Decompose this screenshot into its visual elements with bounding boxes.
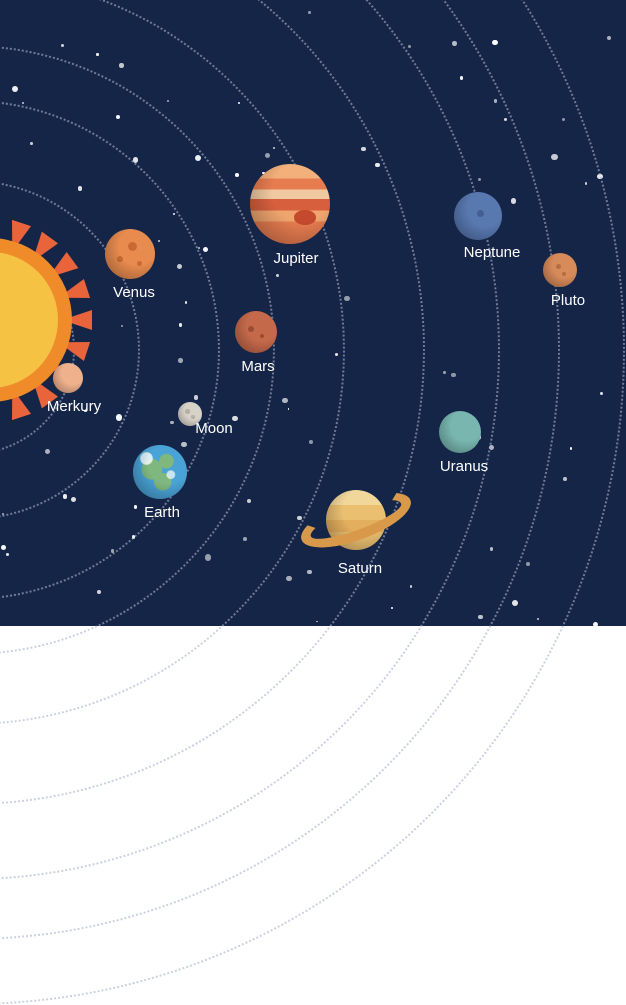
star: [607, 36, 611, 40]
label-mercury: Merkury: [47, 398, 101, 415]
label-uranus: Uranus: [440, 458, 488, 475]
star: [593, 622, 598, 627]
label-neptune: Neptune: [464, 244, 521, 261]
label-pluto: Pluto: [551, 292, 585, 309]
planet-mercury: [53, 363, 83, 393]
planet-mars: [235, 311, 277, 353]
label-mars: Mars: [241, 358, 274, 375]
label-jupiter: Jupiter: [273, 250, 318, 267]
orbit: [0, 0, 625, 1005]
planet-venus: [105, 229, 155, 279]
planet-jupiter: [250, 164, 330, 244]
label-earth: Earth: [144, 504, 180, 521]
label-saturn: Saturn: [338, 560, 382, 577]
label-venus: Venus: [113, 284, 155, 301]
planet-uranus: [439, 411, 481, 453]
planet-earth: [133, 445, 187, 499]
sun: [0, 212, 98, 428]
label-moon: Moon: [195, 420, 233, 437]
planet-pluto: [543, 253, 577, 287]
solar-system-diagram: Merkury Venus Earth Moon Mars Jupiter Saturn Ur…: [0, 0, 626, 626]
planet-neptune: [454, 192, 502, 240]
